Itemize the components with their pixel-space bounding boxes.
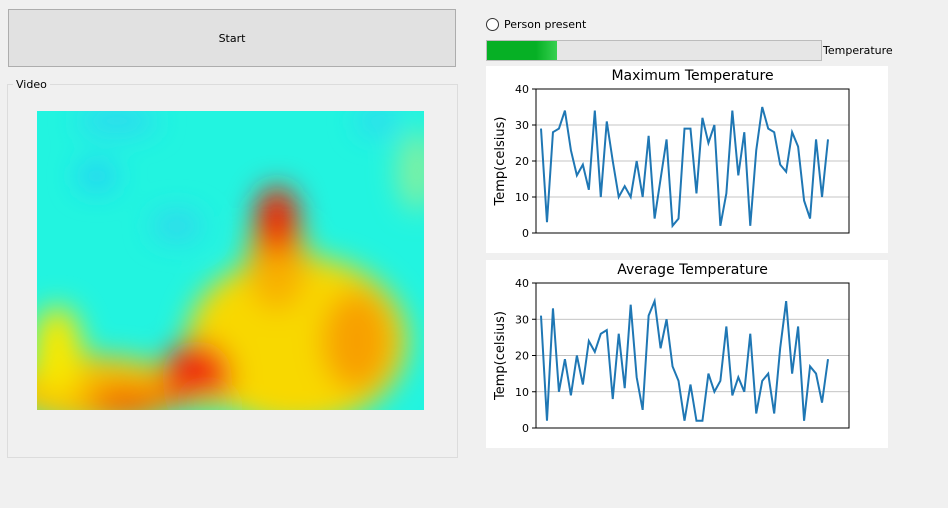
chart: Average Temperature Temp(celsius) 0 10 20 30 4… (486, 260, 888, 448)
plot-frame (535, 282, 850, 429)
progress-fill (487, 41, 558, 60)
line-series (540, 297, 829, 422)
y-tick-label: 20 (515, 155, 529, 168)
thermal-video (37, 111, 424, 410)
y-tick-label: 0 (522, 422, 529, 435)
y-axis-label: Temp(celsius) (493, 311, 508, 401)
radio-label[interactable]: Person present (504, 18, 587, 31)
chart: Maximum Temperature Temp(celsius) 0 10 20 30 4… (486, 66, 888, 253)
y-tick-label: 0 (522, 227, 529, 240)
group-label: Video (13, 78, 50, 91)
y-tick-label: 10 (515, 386, 529, 399)
y-tick-label: 40 (515, 83, 529, 96)
y-tick-label: 30 (515, 313, 529, 326)
radio-button[interactable] (486, 18, 499, 31)
y-tick-label: 10 (515, 191, 529, 204)
y-axis-label: Temp(celsius) (493, 117, 508, 207)
y-tick-label: 20 (515, 350, 529, 363)
line-series (540, 106, 829, 229)
chart-title: Maximum Temperature (611, 68, 773, 84)
plot-frame (535, 88, 850, 234)
chart-title: Average Temperature (617, 262, 768, 278)
y-tick-label: 40 (515, 277, 529, 290)
start-button[interactable]: Start (8, 9, 456, 67)
y-tick-label: 30 (515, 119, 529, 132)
progress-label: Temperature (823, 44, 893, 57)
video-group (7, 84, 458, 458)
progress-bar (486, 40, 822, 61)
